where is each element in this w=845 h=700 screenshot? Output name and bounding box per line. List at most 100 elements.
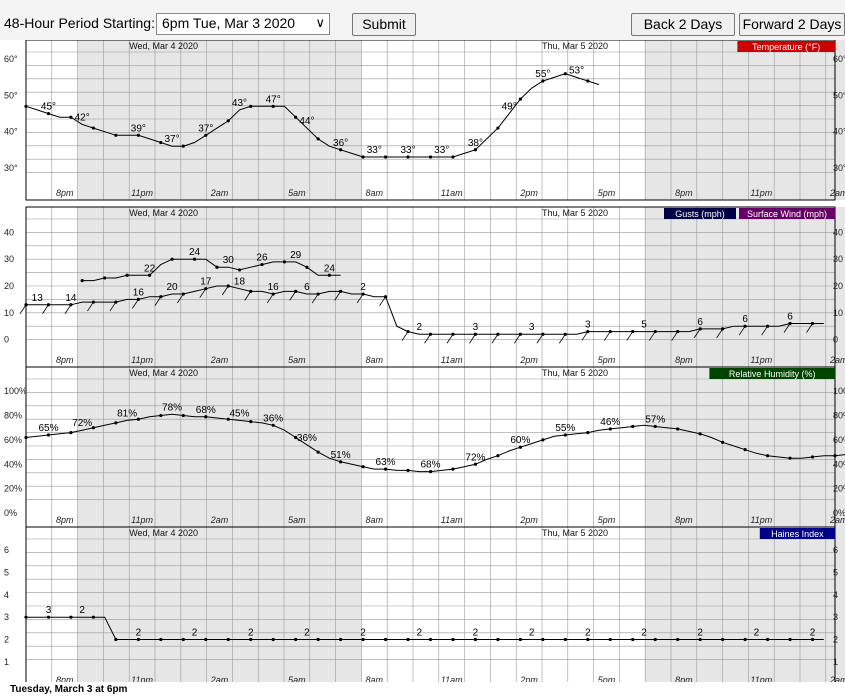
data-point bbox=[136, 133, 140, 137]
data-point bbox=[226, 119, 230, 123]
data-label: 2 bbox=[697, 628, 703, 639]
wind-barb bbox=[379, 296, 386, 306]
data-point bbox=[361, 637, 365, 642]
data-label: 43° bbox=[232, 98, 247, 109]
wind-barb bbox=[64, 304, 72, 314]
y-tick-label: 20% bbox=[4, 484, 22, 494]
period-value: 6pm Tue, Mar 3 2020 bbox=[162, 15, 296, 31]
wind-barb bbox=[581, 331, 589, 341]
data-point bbox=[103, 276, 107, 280]
data-point bbox=[294, 435, 298, 440]
y-tick-label: 5 bbox=[4, 568, 9, 578]
data-point bbox=[518, 445, 522, 449]
data-label: 55° bbox=[535, 69, 550, 80]
data-label: 78% bbox=[162, 402, 182, 413]
data-point bbox=[698, 432, 702, 436]
x-tick-label: 8pm bbox=[675, 675, 693, 682]
data-point bbox=[586, 637, 590, 642]
forecast-chart: 30° 30° 40° 40° 50° 50° 60° 60° 8pm 11pm 2am 5am 8am… bbox=[4, 40, 845, 682]
data-point bbox=[181, 413, 185, 418]
data-label: 18 bbox=[234, 277, 246, 288]
forward-2-days-button[interactable]: Forward 2 Days bbox=[739, 13, 845, 36]
x-tick-label: 8am bbox=[366, 515, 384, 525]
y-tick-label-right: 2 bbox=[833, 635, 838, 645]
wind-barb bbox=[469, 334, 476, 344]
y-tick-label-right: 60% bbox=[833, 435, 845, 445]
data-point bbox=[114, 637, 118, 642]
data-point bbox=[80, 279, 84, 283]
wind-barb bbox=[289, 291, 296, 301]
data-point bbox=[46, 111, 51, 116]
y-tick-label-right: 60° bbox=[833, 54, 845, 64]
data-label: 2 bbox=[416, 322, 422, 333]
back-2-days-button[interactable]: Back 2 Days bbox=[631, 13, 735, 36]
y-tick-label: 40% bbox=[4, 459, 22, 469]
wind-barb bbox=[761, 325, 768, 336]
wind-barb bbox=[132, 299, 139, 309]
data-label: 5 bbox=[641, 320, 647, 331]
data-label: 24 bbox=[324, 263, 336, 274]
data-point bbox=[563, 637, 567, 642]
data-point bbox=[46, 615, 51, 619]
night-shade bbox=[77, 527, 362, 682]
data-point bbox=[451, 467, 455, 471]
y-tick-label-right: 6 bbox=[833, 545, 838, 555]
data-label: 2 bbox=[585, 628, 591, 639]
data-point bbox=[765, 637, 770, 642]
panel-title-bg bbox=[759, 528, 835, 539]
data-point bbox=[159, 413, 163, 418]
x-tick-label: 8pm bbox=[675, 188, 693, 198]
data-label: 20 bbox=[167, 282, 179, 293]
data-point bbox=[305, 265, 309, 269]
data-point bbox=[541, 637, 545, 642]
x-tick-label: 2pm bbox=[519, 675, 538, 682]
data-point bbox=[608, 637, 612, 642]
y-tick-label-right: 20 bbox=[833, 281, 843, 291]
data-point bbox=[159, 637, 163, 642]
wind-barb bbox=[424, 334, 431, 344]
panel-frame bbox=[25, 526, 836, 682]
data-point bbox=[810, 637, 815, 642]
data-point bbox=[204, 133, 208, 137]
wind-barb bbox=[671, 331, 679, 341]
wind-barb bbox=[806, 323, 813, 333]
data-label: 38° bbox=[468, 138, 483, 149]
data-point bbox=[69, 115, 73, 119]
data-point bbox=[192, 257, 197, 261]
data-label: 33° bbox=[367, 145, 382, 156]
y-tick-label: 10 bbox=[4, 308, 14, 318]
period-select[interactable]: 6pm Tue, Mar 3 2020 ∨ bbox=[156, 13, 330, 35]
data-label: 2 bbox=[192, 628, 198, 639]
data-label: 2 bbox=[641, 628, 647, 639]
night-shade bbox=[77, 40, 362, 200]
wind-barb bbox=[199, 288, 207, 298]
y-tick-label-right: 5 bbox=[833, 568, 838, 578]
data-point bbox=[810, 455, 815, 459]
y-tick-label: 6 bbox=[4, 545, 9, 555]
y-tick-label: 3 bbox=[4, 612, 9, 622]
x-tick-label: 11am bbox=[441, 675, 463, 682]
data-point bbox=[496, 126, 500, 130]
data-point bbox=[451, 155, 455, 159]
data-label: 68% bbox=[196, 405, 216, 416]
x-tick-label: 8am bbox=[366, 355, 384, 365]
data-label: 22 bbox=[144, 263, 156, 274]
data-point bbox=[788, 456, 792, 460]
data-point bbox=[327, 273, 331, 277]
x-tick-label: 2am bbox=[829, 515, 845, 525]
wind-barb bbox=[693, 328, 701, 339]
data-label: 16 bbox=[133, 287, 145, 298]
data-point bbox=[316, 137, 320, 141]
night-shade bbox=[77, 207, 362, 367]
data-point bbox=[698, 637, 702, 642]
data-label: 45% bbox=[229, 408, 249, 419]
gusts-title: Gusts (mph) bbox=[675, 209, 725, 219]
submit-button[interactable]: Submit bbox=[352, 13, 416, 36]
data-point bbox=[114, 133, 118, 137]
data-point bbox=[226, 637, 230, 642]
data-label: 30 bbox=[223, 255, 235, 266]
chevron-down-icon: ∨ bbox=[315, 15, 325, 30]
period-label: 48-Hour Period Starting: bbox=[4, 15, 155, 31]
panel-title: Relative Humidity (%) bbox=[729, 369, 816, 379]
data-point bbox=[383, 637, 388, 642]
